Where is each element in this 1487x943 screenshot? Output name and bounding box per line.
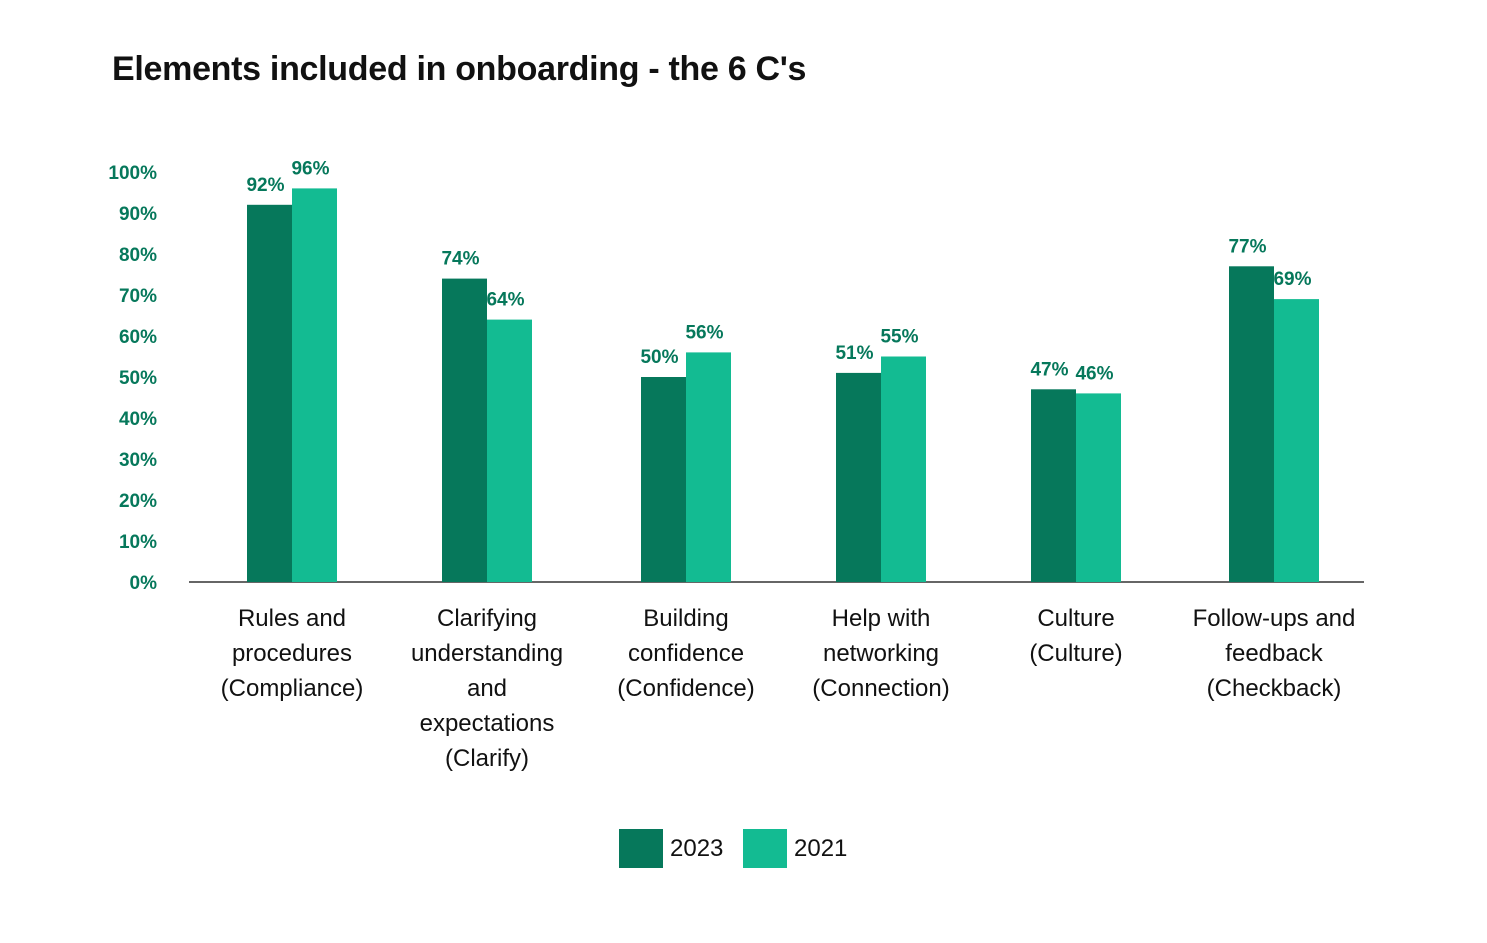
data-label-2023: 50% xyxy=(640,347,678,368)
bar-2023 xyxy=(1229,266,1274,582)
x-category-label: (Culture) xyxy=(1029,640,1122,667)
legend-label-2023: 2023 xyxy=(670,835,723,862)
x-category-label: Culture xyxy=(1037,605,1114,632)
data-label-2021: 64% xyxy=(486,290,524,311)
data-label-2023: 77% xyxy=(1228,236,1266,257)
data-label-2023: 74% xyxy=(441,249,479,270)
x-category-label: networking xyxy=(823,640,939,667)
x-category-label: Follow-ups and xyxy=(1193,605,1356,632)
x-category-label: confidence xyxy=(628,640,744,667)
x-category-label: feedback xyxy=(1225,640,1323,667)
y-tick-label: 80% xyxy=(119,245,157,266)
y-tick-label: 30% xyxy=(119,450,157,471)
y-tick-label: 0% xyxy=(130,573,158,594)
x-category-label: Building xyxy=(643,605,728,632)
data-label-2021: 96% xyxy=(291,158,329,179)
x-category-label: (Checkback) xyxy=(1207,675,1342,702)
legend-swatch-2021 xyxy=(743,829,787,868)
x-category-label: procedures xyxy=(232,640,352,667)
y-tick-label: 90% xyxy=(119,204,157,225)
data-label-2021: 56% xyxy=(685,322,723,343)
bar-2021 xyxy=(881,356,926,582)
data-label-2021: 55% xyxy=(880,327,918,348)
y-tick-label: 70% xyxy=(119,286,157,307)
data-label-2023: 51% xyxy=(835,343,873,364)
bar-2023 xyxy=(836,372,881,582)
bar-2023 xyxy=(641,377,686,582)
data-label-2023: 47% xyxy=(1030,359,1068,380)
x-category-label: understanding xyxy=(411,640,563,667)
x-category-label: (Confidence) xyxy=(617,675,754,702)
bar-2021 xyxy=(292,188,337,582)
x-category-label: expectations xyxy=(420,710,555,737)
bar-2021 xyxy=(1274,299,1319,582)
x-category-label: Rules and xyxy=(238,605,346,632)
x-category-label: (Compliance) xyxy=(221,675,364,702)
x-category-label: Clarifying xyxy=(437,605,537,632)
legend-label-2021: 2021 xyxy=(794,835,847,862)
bar-2021 xyxy=(686,352,731,582)
bar-2023 xyxy=(247,204,292,583)
data-label-2021: 46% xyxy=(1075,363,1113,384)
legend-swatch-2023 xyxy=(619,829,663,868)
x-category-label: Help with xyxy=(832,605,931,632)
y-tick-label: 40% xyxy=(119,409,157,430)
data-label-2021: 69% xyxy=(1273,269,1311,290)
bar-2021 xyxy=(1076,393,1121,582)
data-label-2023: 92% xyxy=(246,175,284,196)
x-category-label: (Connection) xyxy=(812,675,949,702)
y-tick-label: 20% xyxy=(119,491,157,512)
x-category-label: (Clarify) xyxy=(445,745,529,772)
bar-2023 xyxy=(1031,389,1076,582)
chart-title: Elements included in onboarding - the 6 … xyxy=(112,50,807,88)
y-tick-label: 50% xyxy=(119,368,157,389)
y-tick-label: 10% xyxy=(119,532,157,553)
bar-2023 xyxy=(442,278,487,582)
y-tick-label: 100% xyxy=(108,163,157,184)
bar-2021 xyxy=(487,319,532,582)
y-tick-label: 60% xyxy=(119,327,157,348)
x-category-label: and xyxy=(467,675,507,702)
